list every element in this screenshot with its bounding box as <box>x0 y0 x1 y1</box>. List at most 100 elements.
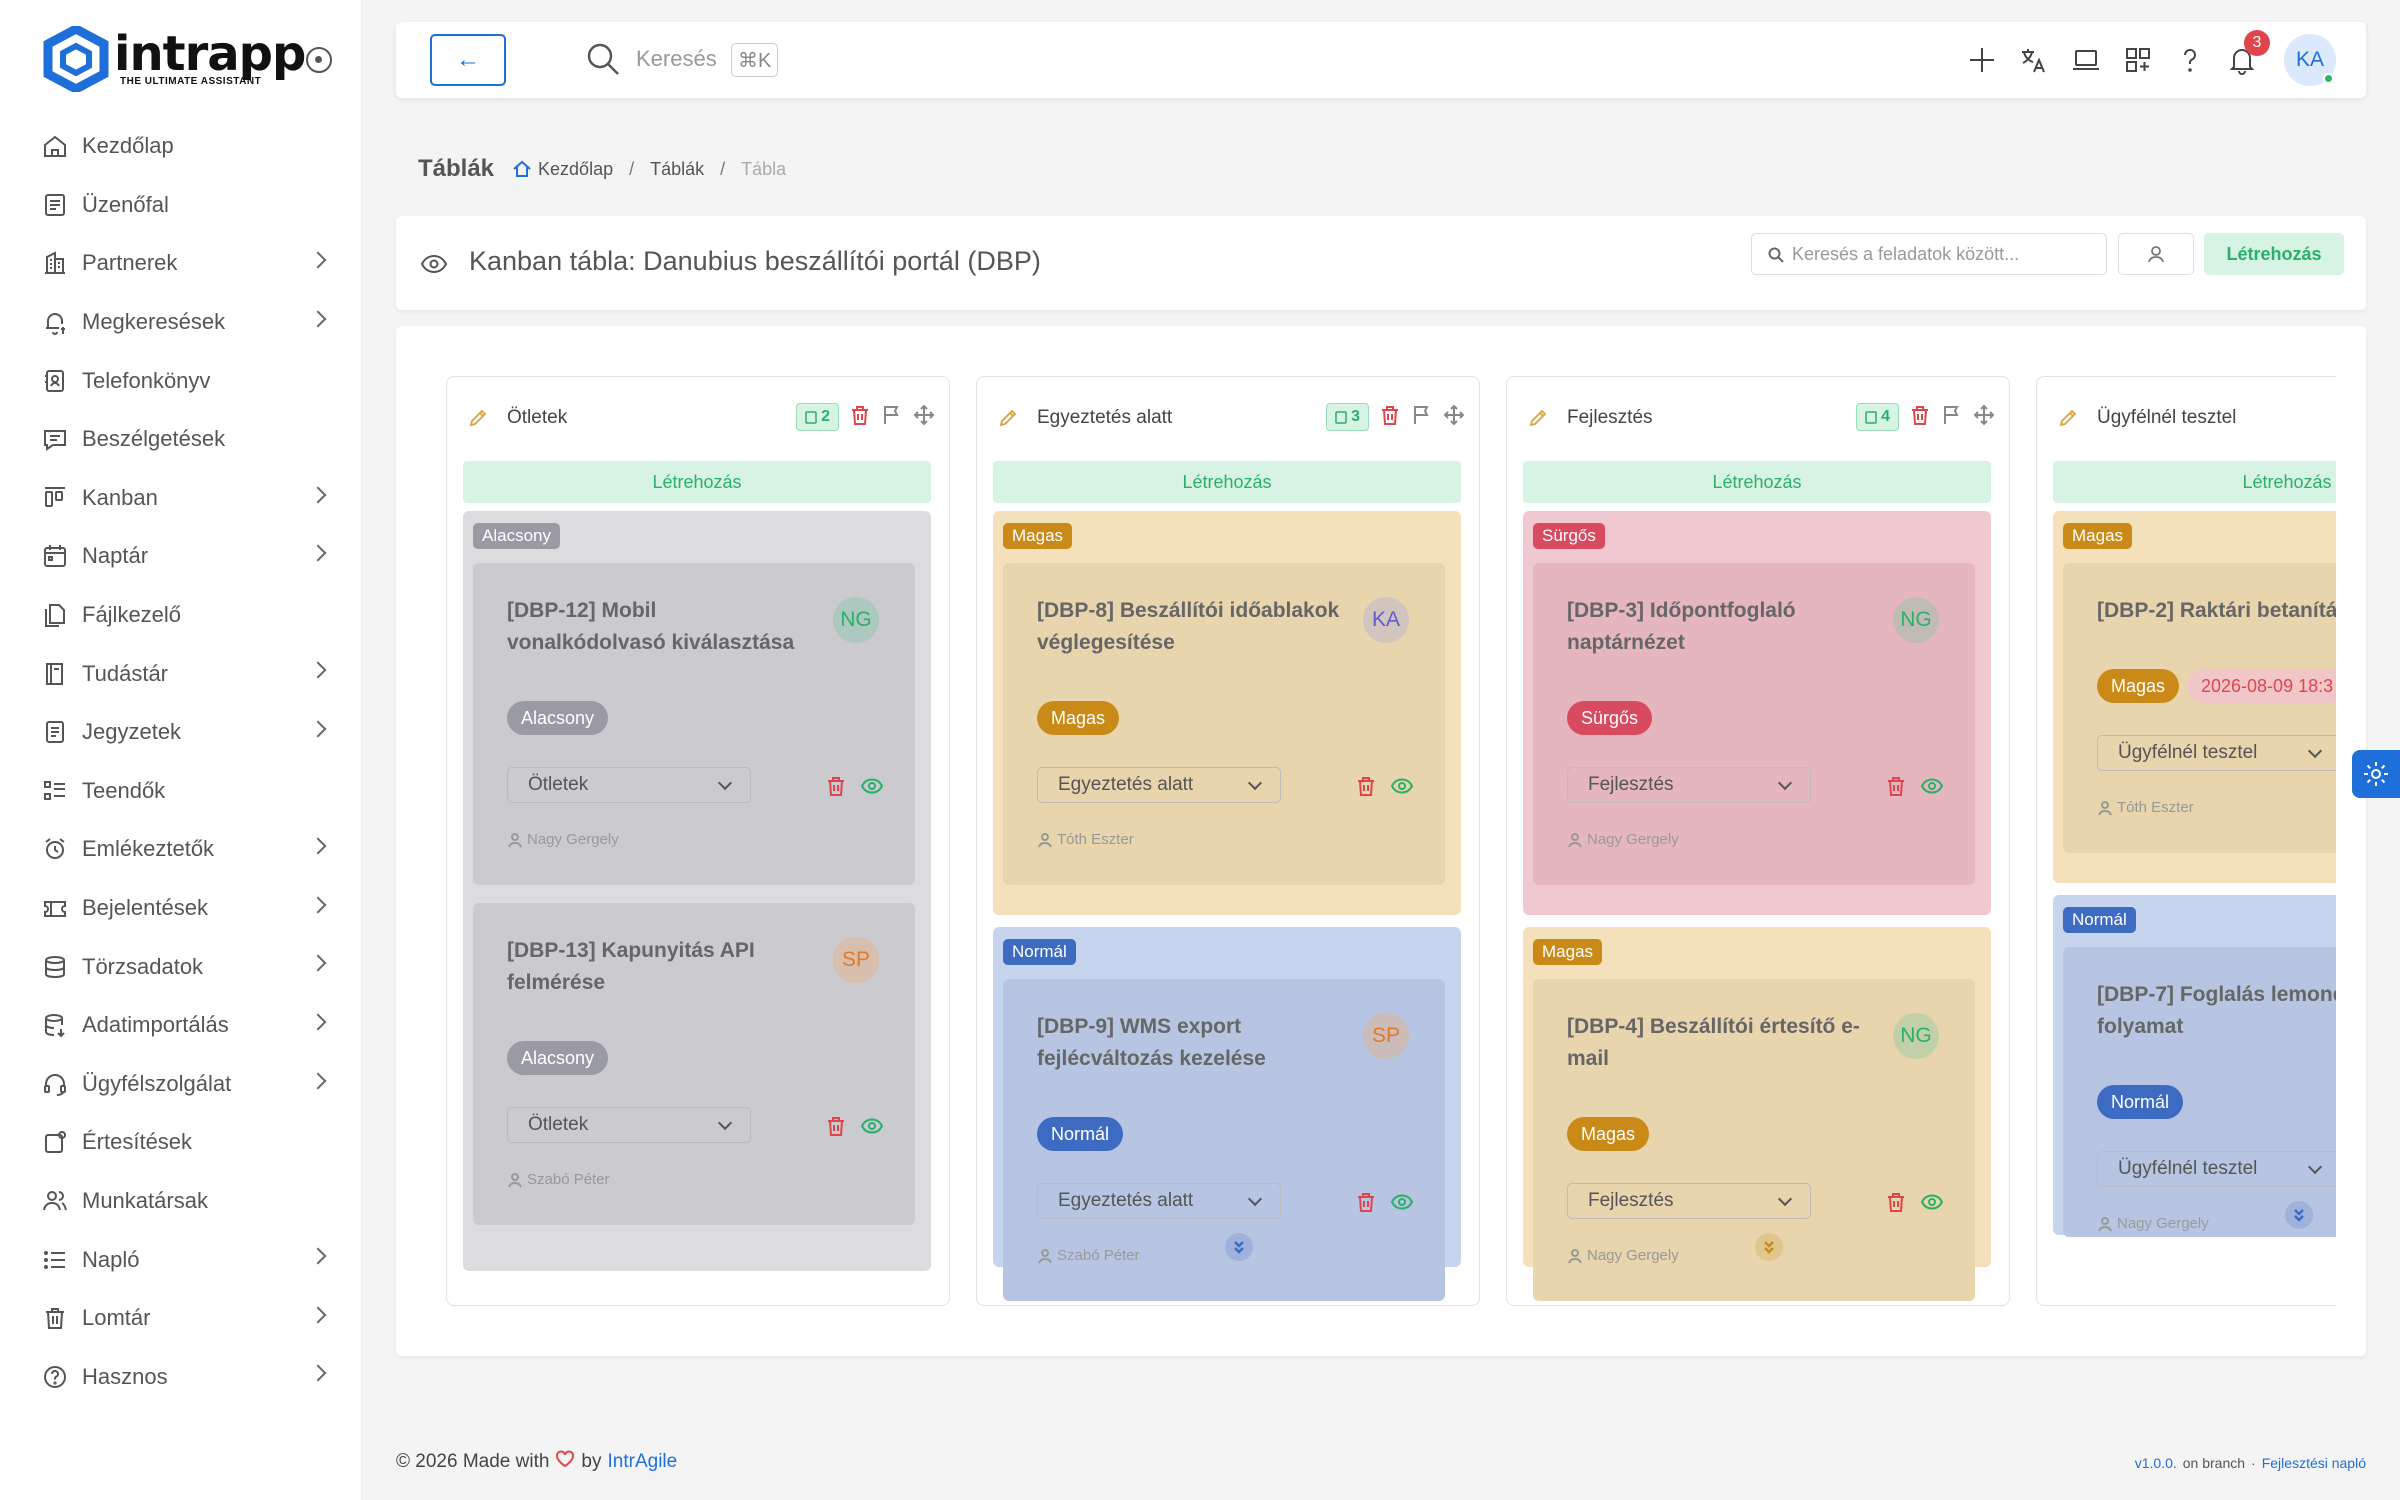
column-create-button[interactable]: Létrehozás <box>1523 461 1991 503</box>
task-title[interactable]: [DBP-12] Mobil vonalkódolvasó kiválasztá… <box>507 599 795 654</box>
task-card[interactable]: [DBP-7] Foglalás lemond folyamat Normál … <box>2063 947 2336 1237</box>
chevron-right-icon[interactable] <box>309 1247 327 1265</box>
sidebar-item[interactable]: Beszélgetések <box>0 410 362 469</box>
drag-move-icon[interactable] <box>1973 404 1995 431</box>
intrapp-logo[interactable]: intrapp THE ULTIMATE ASSISTANT <box>42 26 306 92</box>
create-task-button[interactable]: Létrehozás <box>2204 233 2344 275</box>
flag-icon[interactable] <box>881 404 903 431</box>
status-select[interactable]: Ügyfélnél tesztel <box>2097 1151 2336 1187</box>
breadcrumb-home[interactable]: Kezdőlap <box>538 158 614 179</box>
chevron-right-icon[interactable] <box>309 661 327 679</box>
column-title[interactable]: Fejlesztés <box>1567 407 1653 428</box>
delete-task-trash-icon[interactable] <box>1885 775 1907 802</box>
drag-move-icon[interactable] <box>913 404 935 431</box>
sidebar-item[interactable]: Teendők <box>0 762 362 821</box>
sidebar-item[interactable]: Partnerek <box>0 234 362 293</box>
sidebar-item[interactable]: Hasznos <box>0 1347 362 1406</box>
column-create-button[interactable]: Létrehozás <box>2053 461 2336 503</box>
chevron-right-icon[interactable] <box>309 954 327 972</box>
edit-pencil-icon[interactable] <box>997 407 1019 429</box>
footer-brand-link[interactable]: IntrAgile <box>607 1451 678 1472</box>
delete-column-trash-icon[interactable] <box>1379 404 1401 431</box>
expand-more-button[interactable] <box>1755 1233 1783 1261</box>
translate-icon[interactable] <box>2018 44 2050 76</box>
status-select[interactable]: Ügyfélnél tesztel <box>2097 735 2336 771</box>
task-title[interactable]: [DBP-8] Beszállítói időablakok véglegesí… <box>1037 599 1340 654</box>
view-task-eye-icon[interactable] <box>1390 775 1414 802</box>
sidebar-item[interactable]: Tudástár <box>0 644 362 703</box>
column-create-button[interactable]: Létrehozás <box>463 461 931 503</box>
sidebar-item[interactable]: Munkatársak <box>0 1172 362 1231</box>
add-icon[interactable] <box>1966 44 1998 76</box>
edit-pencil-icon[interactable] <box>467 407 489 429</box>
apps-grid-icon[interactable] <box>2122 44 2154 76</box>
chevron-right-icon[interactable] <box>309 1013 327 1031</box>
task-card[interactable]: [DBP-3] Időpontfoglaló naptárnézet NG Sü… <box>1533 563 1975 885</box>
edit-pencil-icon[interactable] <box>1527 407 1549 429</box>
status-select[interactable]: Ötletek <box>507 767 751 803</box>
sidebar-item[interactable]: Adatimportálás <box>0 996 362 1055</box>
task-title[interactable]: [DBP-9] WMS export fejlécváltozás kezelé… <box>1037 1015 1266 1070</box>
delete-task-trash-icon[interactable] <box>1885 1191 1907 1218</box>
delete-column-trash-icon[interactable] <box>1909 404 1931 431</box>
task-title[interactable]: [DBP-13] Kapunyitás API felmérése <box>507 939 755 994</box>
laptop-icon[interactable] <box>2070 44 2102 76</box>
sidebar-item[interactable]: Jegyzetek <box>0 703 362 762</box>
expand-more-button[interactable] <box>1225 1233 1253 1261</box>
chevron-right-icon[interactable] <box>309 544 327 562</box>
status-select[interactable]: Fejlesztés <box>1567 767 1811 803</box>
sidebar-item[interactable]: Bejelentések <box>0 879 362 938</box>
task-card[interactable]: [DBP-8] Beszállítói időablakok véglegesí… <box>1003 563 1445 885</box>
task-search-input[interactable]: Keresés a feladatok között... <box>1751 233 2107 275</box>
chevron-right-icon[interactable] <box>309 251 327 269</box>
task-card[interactable]: [DBP-12] Mobil vonalkódolvasó kiválasztá… <box>473 563 915 885</box>
task-card[interactable]: [DBP-4] Beszállítói értesítő e-mail NG M… <box>1533 979 1975 1301</box>
sidebar-item[interactable]: Fájlkezelő <box>0 586 362 645</box>
chevron-right-icon[interactable] <box>309 486 327 504</box>
delete-task-trash-icon[interactable] <box>825 775 847 802</box>
back-button[interactable]: ← <box>430 34 506 86</box>
column-title[interactable]: Ötletek <box>507 407 568 428</box>
sidebar-item[interactable]: Naptár <box>0 527 362 586</box>
user-avatar[interactable]: KA <box>2284 34 2336 86</box>
sidebar-item[interactable]: Emlékeztetők <box>0 820 362 879</box>
status-select[interactable]: Egyeztetés alatt <box>1037 767 1281 803</box>
sidebar-item[interactable]: Telefonkönyv <box>0 351 362 410</box>
chevron-right-icon[interactable] <box>309 896 327 914</box>
status-select[interactable]: Ötletek <box>507 1107 751 1143</box>
search-icon[interactable] <box>586 42 620 76</box>
chevron-right-icon[interactable] <box>309 1306 327 1324</box>
sidebar-item[interactable]: Lomtár <box>0 1289 362 1348</box>
task-title[interactable]: [DBP-4] Beszállítói értesítő e-mail <box>1567 1015 1860 1070</box>
chevron-right-icon[interactable] <box>309 1072 327 1089</box>
delete-task-trash-icon[interactable] <box>1355 1191 1377 1218</box>
flag-icon[interactable] <box>1411 404 1433 431</box>
global-search-input[interactable]: Keresés <box>636 46 717 71</box>
sidebar-item[interactable]: Kezdőlap <box>0 117 362 176</box>
edit-pencil-icon[interactable] <box>2057 407 2079 429</box>
sidebar-item[interactable]: Megkeresések <box>0 293 362 352</box>
view-task-eye-icon[interactable] <box>1390 1191 1414 1218</box>
view-task-eye-icon[interactable] <box>860 1115 884 1142</box>
eye-icon[interactable] <box>420 250 448 278</box>
column-title[interactable]: Ügyfélnél tesztel <box>2097 407 2237 428</box>
kanban-columns-viewport[interactable]: Ötletek 2 Létrehozás Alacsony [DBP-12] M… <box>446 376 2336 1336</box>
sidebar-item[interactable]: Értesítések <box>0 1113 362 1172</box>
chevron-right-icon[interactable] <box>309 837 327 855</box>
status-select[interactable]: Fejlesztés <box>1567 1183 1811 1219</box>
flag-icon[interactable] <box>1941 404 1963 431</box>
task-title[interactable]: [DBP-7] Foglalás lemond folyamat <box>2097 983 2336 1038</box>
expand-more-button[interactable] <box>2285 1201 2313 1229</box>
view-task-eye-icon[interactable] <box>860 775 884 802</box>
view-task-eye-icon[interactable] <box>1920 1191 1944 1218</box>
task-title[interactable]: [DBP-2] Raktári betanítá <box>2097 599 2336 622</box>
delete-task-trash-icon[interactable] <box>825 1115 847 1142</box>
sidebar-item[interactable]: Napló <box>0 1230 362 1289</box>
version-link[interactable]: v1.0.0. <box>2134 1455 2177 1471</box>
changelog-link[interactable]: Fejlesztési napló <box>2261 1455 2366 1471</box>
sidebar-item[interactable]: Ügyfélszolgálat <box>0 1055 362 1114</box>
task-card[interactable]: [DBP-2] Raktári betanítá Magas 2026-08-0… <box>2063 563 2336 853</box>
delete-column-trash-icon[interactable] <box>849 404 871 431</box>
sidebar-item[interactable]: Üzenőfal <box>0 176 362 235</box>
sidebar-item[interactable]: Kanban <box>0 469 362 528</box>
